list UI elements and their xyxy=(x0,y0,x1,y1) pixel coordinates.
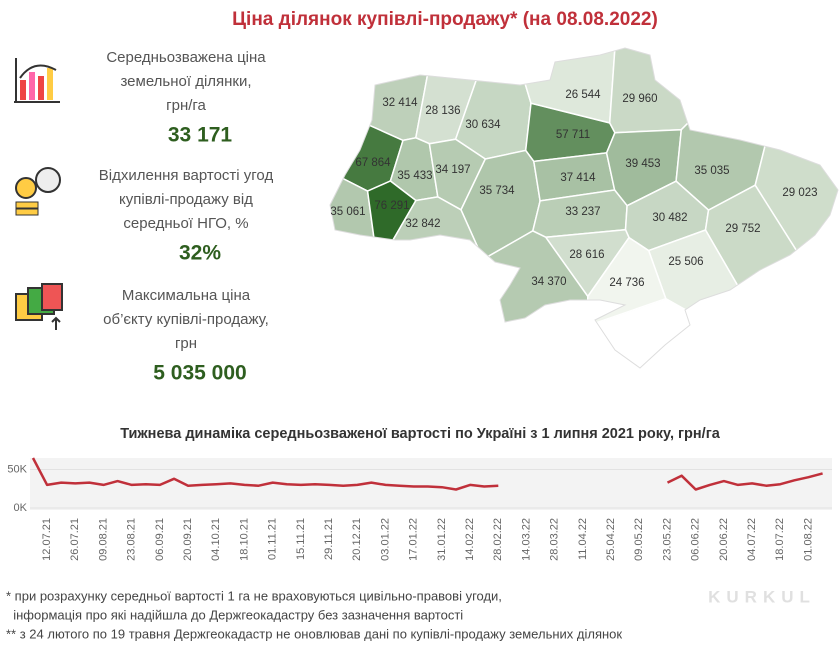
stat-label: земельної ділянки, xyxy=(120,73,251,90)
x-tick-label: 03.01.22 xyxy=(379,518,391,561)
series-line xyxy=(666,472,823,491)
country-outline xyxy=(329,47,839,369)
stat-label: середньої НГО, % xyxy=(123,215,248,232)
icon-money xyxy=(15,167,61,216)
x-tick-label: 09.05.22 xyxy=(633,518,645,561)
region-label: 30 634 xyxy=(465,119,501,131)
x-tick-label: 01.08.22 xyxy=(802,518,814,561)
y-tick-label: 50K xyxy=(7,463,27,475)
x-tick-label: 14.03.22 xyxy=(520,518,532,561)
x-tick-label: 17.01.22 xyxy=(408,518,420,561)
region-label: 25 506 xyxy=(668,256,703,268)
x-tick-label: 26.07.21 xyxy=(69,518,81,561)
footnote: інформація про які надійшла до Держгеока… xyxy=(6,607,463,622)
y-tick-label: 0K xyxy=(14,502,28,514)
x-tick-label: 20.09.21 xyxy=(182,518,194,561)
region-label: 29 023 xyxy=(782,187,817,199)
stat-label: грн xyxy=(175,335,197,352)
region-label: 35 035 xyxy=(694,165,729,177)
chart-title: Тижнева динаміка середньозваженої вартос… xyxy=(120,426,721,442)
x-tick-label: 23.05.22 xyxy=(661,518,673,561)
region-label: 67 864 xyxy=(355,157,391,169)
region xyxy=(330,48,435,142)
region-label: 39 453 xyxy=(625,158,660,170)
x-tick-label: 18.10.21 xyxy=(238,518,250,561)
region-label: 32 414 xyxy=(382,97,418,109)
stat-value: 33 171 xyxy=(168,124,233,147)
x-tick-label: 06.06.22 xyxy=(690,518,702,561)
x-tick-label: 23.08.21 xyxy=(126,518,138,561)
x-tick-label: 20.06.22 xyxy=(718,518,730,561)
region-label: 28 616 xyxy=(569,249,604,261)
x-tick-label: 11.04.22 xyxy=(577,518,589,560)
x-tick-label: 04.07.22 xyxy=(746,518,758,561)
x-tick-label: 01.11.21 xyxy=(267,518,279,560)
icon-cash xyxy=(15,283,63,330)
map: 32 414 28 136 30 634 57 711 26 544 29 960 67 8… xyxy=(329,47,839,369)
icon-chart xyxy=(14,58,60,103)
x-tick-label: 25.04.22 xyxy=(605,518,617,561)
region-label: 34 197 xyxy=(435,164,470,176)
region-label: 35 433 xyxy=(397,170,432,182)
x-tick-label: 14.02.22 xyxy=(464,518,476,561)
x-tick-label: 28.03.22 xyxy=(549,518,561,561)
region-label: 29 752 xyxy=(725,223,760,235)
x-tick-label: 29.11.21 xyxy=(323,518,335,560)
region-label: 34 370 xyxy=(531,276,566,288)
x-tick-label: 18.07.22 xyxy=(774,518,786,561)
series-line xyxy=(31,457,499,491)
stat-label: Середньозважена ціна xyxy=(106,49,266,66)
stat-label: Відхилення вартості угод xyxy=(99,167,274,184)
stat-label: грн/га xyxy=(166,97,206,114)
crimea xyxy=(556,298,802,368)
stat-label: Максимальна ціна xyxy=(122,287,251,304)
stat-value: 5 035 000 xyxy=(153,362,246,385)
region-label: 33 237 xyxy=(565,206,600,218)
page-title: Ціна ділянок купівлі-продажу* (на 08.08.… xyxy=(232,9,658,30)
region-label: 26 544 xyxy=(565,89,601,101)
x-tick-label: 20.12.21 xyxy=(351,518,363,561)
stat-label: купівлі-продажу від xyxy=(119,191,253,208)
x-tick-label: 06.09.21 xyxy=(154,518,166,561)
watermark: KURKUL xyxy=(708,587,816,606)
stat-label: об’єкту купівлі-продажу, xyxy=(103,311,269,328)
region-label: 28 136 xyxy=(425,105,460,117)
region-label: 30 482 xyxy=(652,212,687,224)
region-label: 32 842 xyxy=(405,218,440,230)
region-label: 29 960 xyxy=(622,93,657,105)
footnote: ** з 24 лютого по 19 травня Держгеокадас… xyxy=(6,626,622,641)
region-label: 35 061 xyxy=(330,206,365,218)
x-tick-label: 09.08.21 xyxy=(97,518,109,561)
region-label: 35 734 xyxy=(479,185,515,197)
region xyxy=(608,48,773,134)
x-tick-label: 12.07.21 xyxy=(41,518,53,561)
region-label: 24 736 xyxy=(609,277,644,289)
stat-value: 32% xyxy=(179,242,221,265)
region-label: 57 711 xyxy=(556,129,590,141)
x-tick-label: 31.01.22 xyxy=(436,518,448,561)
region xyxy=(754,48,838,323)
footnote: * при розрахунку середньої вартості 1 га… xyxy=(6,588,502,603)
x-tick-label: 04.10.21 xyxy=(210,518,222,561)
x-tick-label: 15.11.21 xyxy=(295,518,307,560)
x-tick-label: 28.02.22 xyxy=(492,518,504,561)
region-label: 37 414 xyxy=(560,172,596,184)
region-label: 76 291 xyxy=(374,200,409,212)
